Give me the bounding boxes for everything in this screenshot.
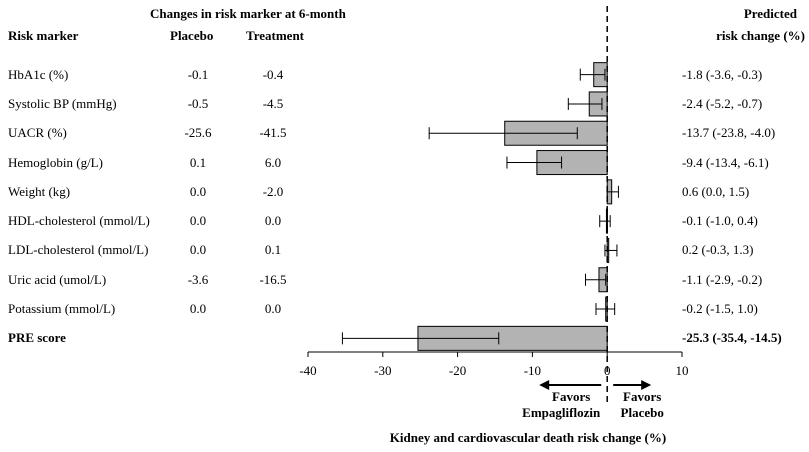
favors-left-arrowhead <box>539 380 550 390</box>
predicted-header-line2: risk change (%) <box>716 28 805 43</box>
treatment-value: -41.5 <box>259 125 287 141</box>
predicted-ci: -25.3 (-35.4, -14.5) <box>682 330 782 346</box>
row-label: PRE score <box>8 330 66 346</box>
placebo-value: -0.5 <box>187 95 209 111</box>
predicted-ci: 0.2 (-0.3, 1.3) <box>682 242 754 258</box>
x-tick-label: -20 <box>448 363 467 378</box>
x-tick-label: 0 <box>603 363 611 378</box>
favors-left-line2: Empagliflozin <box>522 405 601 420</box>
predicted-ci: -1.8 (-3.6, -0.3) <box>682 66 763 82</box>
treatment-value: -2.0 <box>262 183 284 199</box>
placebo-value: -25.6 <box>184 125 212 141</box>
row-label: UACR (%) <box>8 125 67 141</box>
treatment-value: 0.0 <box>264 301 282 317</box>
predicted-ci: -9.4 (-13.4, -6.1) <box>682 154 769 170</box>
predicted-ci: -2.4 (-5.2, -0.7) <box>682 95 763 111</box>
favors-right-line1: Favors <box>623 389 662 404</box>
predicted-ci: -13.7 (-23.8, -4.0) <box>682 125 776 141</box>
treatment-value: -0.4 <box>262 66 284 82</box>
placebo-value: 0.0 <box>189 301 207 317</box>
treatment-value: 6.0 <box>264 154 282 170</box>
x-axis-title: Kidney and cardiovascular death risk cha… <box>389 430 667 445</box>
placebo-header: Placebo <box>170 28 214 43</box>
row-label: Uric acid (umol/L) <box>8 271 107 287</box>
placebo-value: 0.1 <box>189 154 207 170</box>
placebo-value: -0.1 <box>187 66 209 82</box>
row-label: Systolic BP (mmHg) <box>8 95 117 111</box>
row-label: HbA1c (%) <box>8 66 69 82</box>
row-label: Weight (kg) <box>8 183 71 199</box>
x-tick-label: -40 <box>299 363 317 378</box>
favors-right-line2: Placebo <box>620 405 664 420</box>
treatment-value: 0.1 <box>264 242 282 258</box>
predicted-ci: -0.2 (-1.5, 1.0) <box>682 301 758 317</box>
row-label: Hemoglobin (g/L) <box>8 154 103 170</box>
treatment-header: Treatment <box>246 28 304 43</box>
predicted-ci: 0.6 (0.0, 1.5) <box>682 183 750 199</box>
placebo-value: -3.6 <box>187 271 209 287</box>
treatment-value: 0.0 <box>264 213 282 229</box>
placebo-value: 0.0 <box>189 183 207 199</box>
treatment-value: -16.5 <box>259 271 287 287</box>
row-label: LDL-cholesterol (mmol/L) <box>8 242 149 258</box>
favors-right-arrowhead <box>641 380 652 390</box>
treatment-value: -4.5 <box>262 95 284 111</box>
changes-title: Changes in risk marker at 6-month <box>150 6 346 21</box>
x-tick-label: -30 <box>374 363 392 378</box>
predicted-header-line1: Predicted <box>743 6 797 21</box>
predicted-ci: -0.1 (-1.0, 0.4) <box>682 213 758 229</box>
row-label: Potassium (mmol/L) <box>8 301 116 317</box>
risk-marker-header: Risk marker <box>8 28 79 43</box>
x-tick-label: -10 <box>523 363 542 378</box>
placebo-value: 0.0 <box>189 242 207 258</box>
predicted-ci: -1.1 (-2.9, -0.2) <box>682 271 763 287</box>
favors-left-line1: Favors <box>552 389 591 404</box>
x-tick-label: 10 <box>675 363 689 378</box>
row-label: HDL-cholesterol (mmol/L) <box>8 213 150 229</box>
placebo-value: 0.0 <box>189 213 207 229</box>
